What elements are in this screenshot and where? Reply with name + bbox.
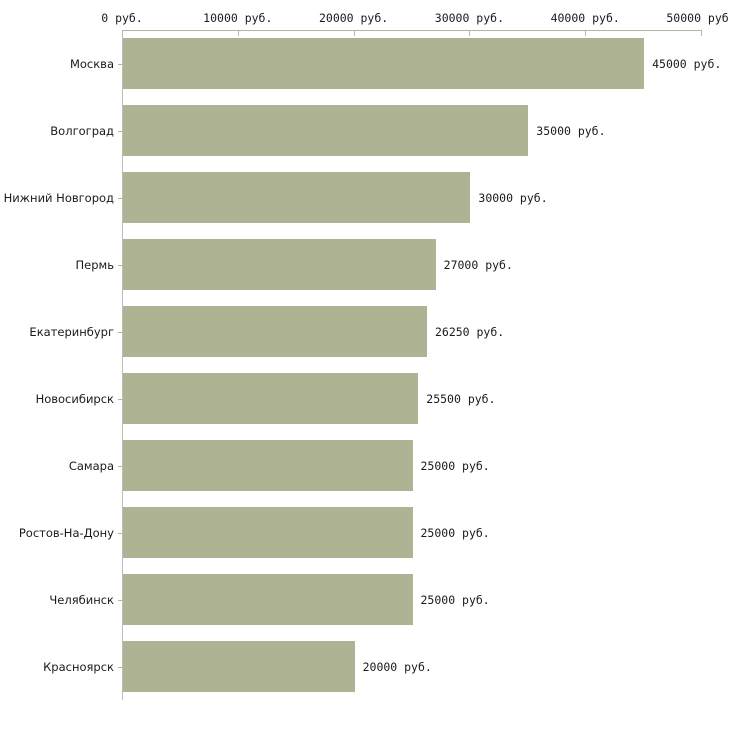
x-axis-tick <box>122 30 123 36</box>
y-axis-category-label: Ростов-На-Дону <box>18 525 114 540</box>
bar[interactable] <box>123 104 529 157</box>
y-axis-category-label: Волгоград <box>50 123 114 138</box>
y-axis-tick <box>118 64 123 65</box>
y-axis-category-label: Красноярск <box>43 659 114 674</box>
bar-value-label: 45000 руб. <box>652 56 722 71</box>
y-axis-line <box>122 30 123 700</box>
y-axis-tick <box>118 332 123 333</box>
bar[interactable] <box>123 439 413 492</box>
bar[interactable] <box>123 37 645 90</box>
y-axis-category-label: Пермь <box>75 257 114 272</box>
y-axis-tick <box>118 198 123 199</box>
y-axis-category-label: Москва <box>69 56 114 71</box>
x-axis-tick <box>237 30 239 36</box>
y-axis-category-label: Екатеринбург <box>29 324 114 339</box>
y-axis-tick <box>118 466 123 467</box>
bar-value-label: 20000 руб. <box>362 659 432 674</box>
bar[interactable] <box>123 171 471 224</box>
bar-value-label: 25000 руб. <box>420 458 490 473</box>
y-axis-tick <box>118 667 123 668</box>
x-axis-line <box>122 30 701 31</box>
x-axis-tick <box>469 30 471 36</box>
y-axis-category-label: Челябинск <box>49 592 114 607</box>
bar[interactable] <box>123 640 355 693</box>
bar-value-label: 27000 руб. <box>443 257 513 272</box>
y-axis-tick <box>118 265 123 266</box>
x-axis-tick-label: 50000 руб. <box>666 11 730 25</box>
bar[interactable] <box>123 305 427 358</box>
bar[interactable] <box>123 372 419 425</box>
y-axis-category-label: Новосибирск <box>35 391 114 406</box>
x-axis-tick <box>353 30 355 36</box>
y-axis-category-label: Самара <box>68 458 114 473</box>
x-axis-tick-label: 20000 руб. <box>318 11 389 25</box>
bar-value-label: 26250 руб. <box>434 324 505 339</box>
x-axis-tick-label: 30000 руб. <box>434 11 505 25</box>
x-axis-tick <box>585 30 587 36</box>
bar-value-label: 25000 руб. <box>420 592 490 607</box>
y-axis-tick <box>118 131 123 132</box>
bar-value-label: 25500 руб. <box>426 391 496 406</box>
bar-value-label: 25000 руб. <box>420 525 490 540</box>
x-axis-tick-label: 40000 руб. <box>550 11 620 25</box>
x-axis-tick-label: 10000 руб. <box>203 11 273 25</box>
bar-value-label: 30000 руб. <box>478 190 548 205</box>
y-axis-tick <box>118 533 123 534</box>
y-axis-tick <box>118 600 123 601</box>
bar[interactable] <box>123 506 413 559</box>
y-axis-tick <box>118 399 123 400</box>
y-axis-category-label: Нижний Новгород <box>3 190 114 205</box>
bar[interactable] <box>123 573 413 626</box>
bar[interactable] <box>123 238 436 291</box>
bar-value-label: 35000 руб. <box>536 123 606 138</box>
x-axis-tick-label: 0 руб. <box>101 11 143 25</box>
x-axis-tick <box>701 30 702 36</box>
